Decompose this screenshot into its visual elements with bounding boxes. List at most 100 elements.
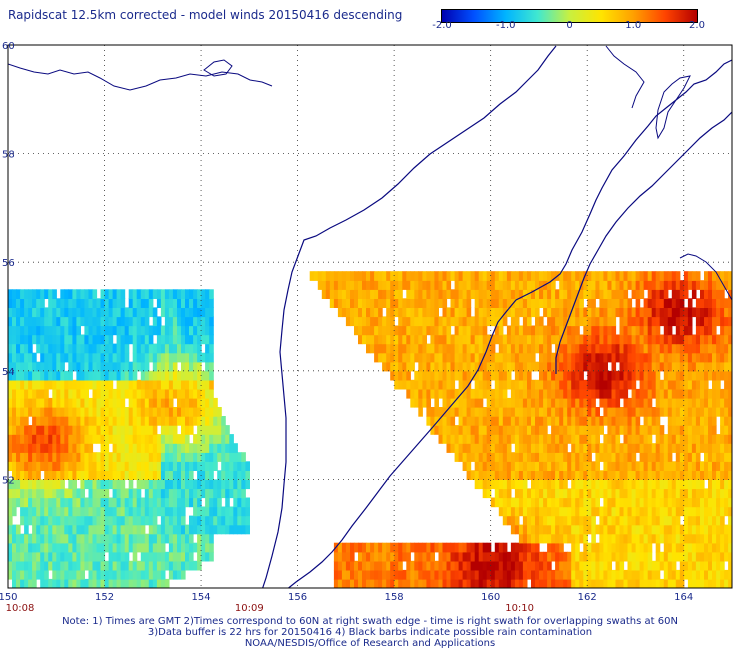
swath-cell [478, 443, 484, 453]
swath-cell [724, 388, 729, 399]
latitude-label: 56 [2, 258, 15, 269]
swath-cell [20, 425, 25, 435]
swath-cell [651, 533, 657, 544]
swath-cell [482, 370, 488, 381]
swath-cell [700, 361, 705, 372]
swath-cell [695, 461, 701, 471]
swath-cell [100, 325, 106, 336]
swath-cell [470, 443, 476, 453]
swath-cell [60, 416, 65, 426]
swath-cell [209, 416, 214, 426]
swath-cell [48, 578, 53, 588]
swath-cell [76, 334, 81, 345]
swath-cell [551, 578, 556, 588]
swath-cell [543, 479, 548, 490]
swath-cell [40, 379, 45, 390]
swath-cell [72, 343, 77, 354]
swath-cell [386, 343, 391, 354]
swath-cell [514, 524, 520, 535]
swath-cell [579, 425, 584, 435]
swath-cell [446, 280, 452, 290]
swath-cell [76, 452, 81, 462]
swath-cell [587, 551, 592, 562]
swath-cell [486, 352, 492, 363]
swath-cell [205, 443, 210, 453]
swath-cell [700, 397, 705, 408]
swath-cell [16, 388, 21, 399]
swath-cell [466, 443, 472, 453]
swath-cell [639, 370, 645, 381]
swath-cell [221, 470, 226, 480]
swath-cell [20, 542, 25, 553]
swath-cell [72, 470, 77, 480]
swath-cell [237, 470, 242, 480]
swath-cell [615, 425, 621, 435]
swath-cell [474, 560, 480, 571]
swath-cell [490, 416, 496, 426]
swath-cell [571, 524, 576, 535]
swath-cell [374, 578, 379, 588]
swath-cell [8, 325, 13, 336]
swath-cell [522, 316, 528, 327]
swath-cell [168, 361, 174, 372]
swath-cell [120, 361, 126, 372]
swath-cell [189, 352, 194, 363]
swath-cell [241, 506, 246, 517]
swath-cell [414, 307, 419, 318]
swath-cell [136, 416, 142, 426]
swath-cell [406, 307, 411, 318]
swath-cell [671, 271, 677, 281]
swath-cell [563, 443, 568, 453]
swath-cell [599, 361, 604, 372]
swath-cell [482, 343, 488, 354]
swath-cell [531, 397, 536, 408]
swath-cell [615, 452, 621, 462]
swath-cell [378, 551, 383, 562]
swath-cell [478, 470, 484, 480]
swath-cell [720, 316, 725, 327]
swath-cell [48, 307, 53, 318]
swath-cell [728, 479, 732, 490]
swath-cell [217, 470, 222, 480]
swath-cell [144, 479, 150, 490]
swath-cell [44, 407, 49, 417]
swath-cell [643, 524, 649, 535]
swath-cell [16, 533, 21, 544]
swath-cell [587, 343, 592, 354]
swath-cell [370, 569, 375, 580]
swath-cell [724, 425, 729, 435]
swath-cell [112, 343, 118, 354]
swath-cell [40, 307, 45, 318]
swath-cell [233, 443, 238, 453]
swath-cell [48, 325, 53, 336]
swath-cell [446, 271, 452, 281]
swath-cell [44, 560, 49, 571]
swath-cell [603, 289, 608, 299]
swath-cell [478, 479, 484, 490]
swath-cell [108, 524, 114, 535]
swath-cell [177, 443, 182, 453]
swath-cell [631, 379, 637, 390]
swath-cell [571, 307, 576, 318]
swath-cell [136, 397, 142, 408]
swath-cell [136, 316, 142, 327]
swath-cell [535, 533, 540, 544]
swath-cell [531, 334, 536, 345]
swath-cell [647, 352, 653, 363]
swath-cell [394, 343, 399, 354]
swath-cell [16, 497, 21, 508]
swath-cell [571, 388, 576, 399]
swath-cell [712, 443, 717, 453]
swath-cell [462, 407, 468, 417]
swath-cell [414, 352, 419, 363]
swath-cell [506, 488, 512, 499]
swath-cell [64, 551, 69, 562]
swath-cell [160, 370, 166, 381]
swath-cell [647, 470, 653, 480]
swath-cell [32, 443, 37, 453]
swath-cell [24, 407, 29, 417]
swath-cell [663, 542, 669, 553]
swath-cell [712, 434, 717, 444]
swath-cell [450, 542, 456, 553]
swath-cell [160, 461, 166, 471]
